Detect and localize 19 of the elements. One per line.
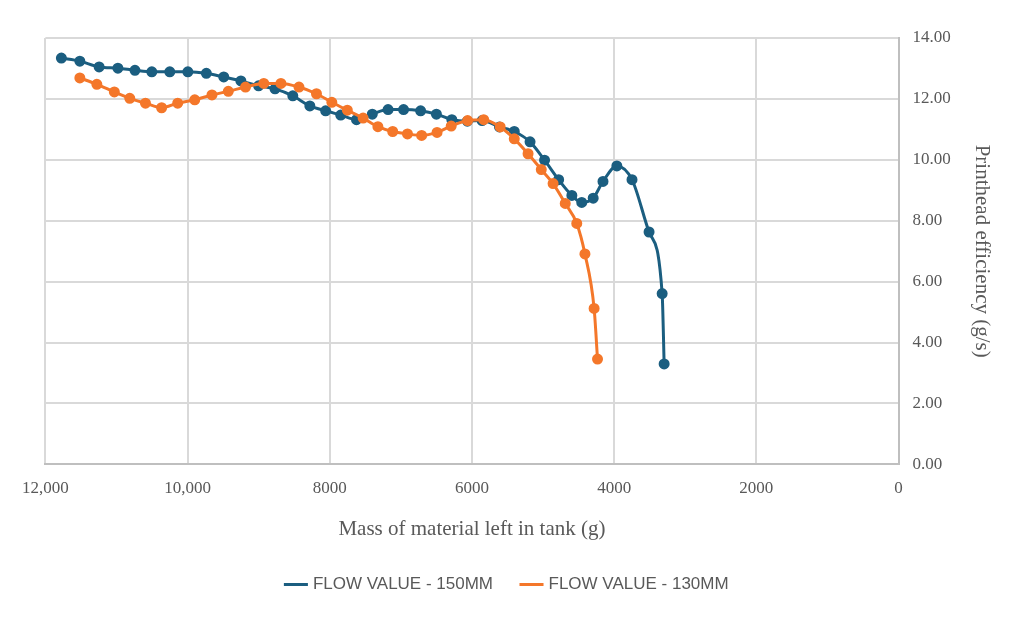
x-tick-label: 8000 — [312, 478, 347, 498]
x-tick-label: 2000 — [739, 478, 774, 498]
x-tick-label: 6000 — [454, 478, 489, 498]
x-tick-label: 10,000 — [164, 478, 211, 498]
legend-label: FLOW VALUE - 150MM — [312, 574, 494, 594]
y-tick-label: 14.00 — [912, 27, 951, 47]
x-tick-label: 0 — [894, 478, 903, 498]
y-tick-label: 10.00 — [912, 149, 951, 169]
y-tick-label: 4.00 — [912, 332, 943, 352]
legend-label: FLOW VALUE - 130MM — [548, 574, 729, 594]
y-tick-label: 0.00 — [912, 453, 943, 473]
y-tick-label: 2.00 — [912, 392, 943, 412]
x-tick-label: 4000 — [597, 478, 632, 498]
x-tick-label: 12,000 — [22, 478, 69, 498]
x-axis-title: Mass of material left in tank (g) — [338, 515, 606, 540]
y-tick-label: 12.00 — [912, 88, 951, 108]
y-axis-title: Printhead efficiency (g/s) — [970, 144, 995, 358]
y-tick-label: 6.00 — [912, 271, 943, 291]
y-tick-label: 8.00 — [912, 210, 943, 230]
